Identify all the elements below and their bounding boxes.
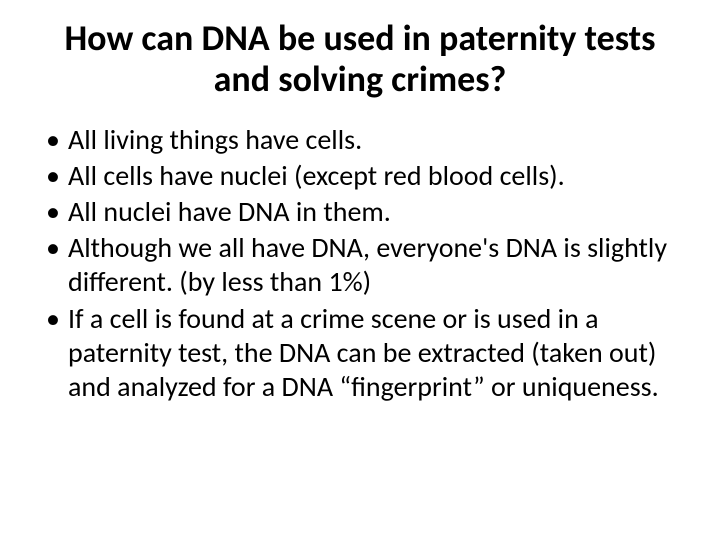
slide: How can DNA be used in paternity tests a… (0, 0, 720, 540)
list-item: All nuclei have DNA in them. (68, 195, 680, 229)
list-item: All cells have nuclei (except red blood … (68, 159, 680, 193)
slide-title: How can DNA be used in paternity tests a… (40, 18, 680, 101)
list-item: If a cell is found at a crime scene or i… (68, 302, 680, 404)
bullet-list: All living things have cells. All cells … (40, 123, 680, 404)
list-item: All living things have cells. (68, 123, 680, 157)
list-item: Although we all have DNA, everyone's DNA… (68, 231, 680, 299)
